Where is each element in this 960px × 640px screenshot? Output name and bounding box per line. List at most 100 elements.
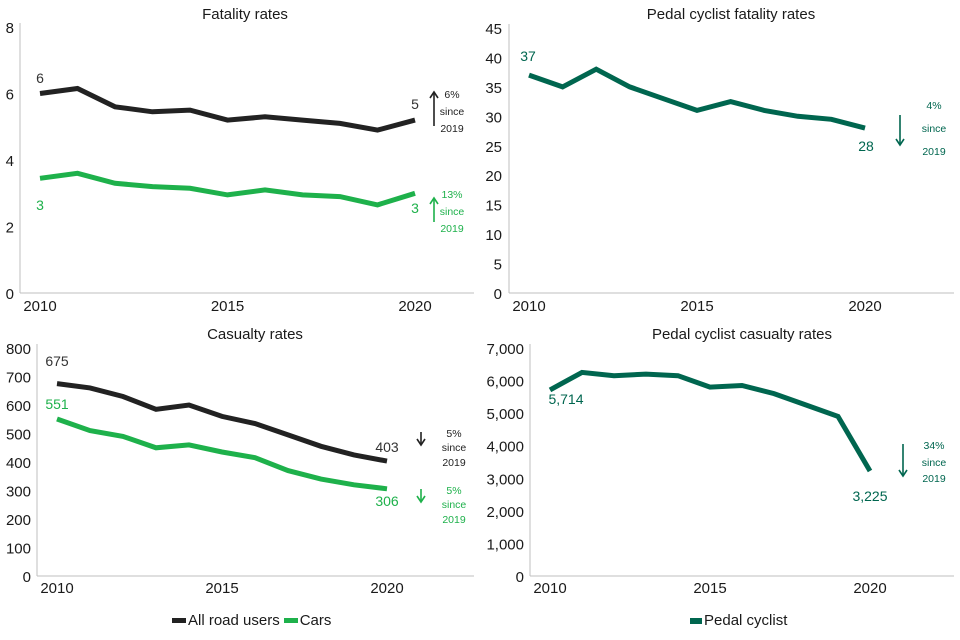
fatality-change-text-all-road-users: 2019 [440, 123, 464, 135]
legend-item-cars: Cars [283, 612, 332, 629]
fatality-change-text-all-road-users: since [440, 106, 465, 118]
fatality-x-tick-label: 2015 [211, 298, 244, 315]
fatality-end-label-all-road-users: 5 [411, 96, 419, 112]
cyclist-casualty-x-tick-label: 2015 [693, 580, 726, 597]
casualty-arrow-down-icon-all-road-users [416, 438, 426, 447]
fatality-x-tick-label: 2010 [23, 298, 56, 315]
cyclist-casualty-change-text-pedal-cyclist: 2019 [922, 473, 946, 485]
fatality-line-all-road-users [39, 85, 416, 133]
casualty-y-tick-label: 100 [6, 541, 31, 558]
casualty-change-text-cars: since [442, 499, 467, 511]
fatality-change-text-all-road-users: 6% [444, 89, 459, 101]
casualty-y-tick-label: 600 [6, 398, 31, 415]
cyclist-fatality-y-tick-label: 40 [485, 50, 502, 67]
fatality-x-tick-label: 2020 [398, 298, 431, 315]
casualty-start-label-all-road-users: 675 [45, 353, 69, 369]
legend-item-pedal-cyclist: Pedal cyclist [690, 612, 787, 629]
fatality-arrow-up-icon-cars [429, 196, 439, 205]
casualty-y-tick-label: 800 [6, 341, 31, 358]
cyclist-casualty-start-label-pedal-cyclist: 5,714 [548, 391, 583, 407]
cyclist-fatality-x-tick-label: 2020 [848, 298, 881, 315]
casualty-y-tick-label: 700 [6, 370, 31, 387]
legend-swatch-all-road-users [172, 618, 186, 623]
legend-swatch-pedal-cyclist [690, 617, 702, 624]
cyclist-fatality-title: Pedal cyclist fatality rates [647, 6, 815, 23]
cyclist-casualty-y-tick-label: 4,000 [486, 439, 524, 456]
casualty-change-text-all-road-users: since [442, 442, 467, 454]
fatality-end-label-cars: 3 [411, 200, 419, 216]
casualty-change-text-all-road-users: 2019 [442, 457, 466, 469]
cyclist-fatality-change-text-pedal-cyclist: 4% [926, 100, 941, 112]
cyclist-fatality-line-pedal-cyclist [528, 66, 866, 131]
cyclist-casualty-x-tick-label: 2020 [853, 580, 886, 597]
cyclist-fatality-y-tick-label: 45 [485, 21, 502, 38]
casualty-y-tick-label: 400 [6, 455, 31, 472]
fatality-y-tick-label: 8 [6, 20, 14, 37]
casualty-x-tick-label: 2020 [370, 580, 403, 597]
fatality-change-text-cars: 13% [441, 189, 462, 201]
cyclist-casualty-y-tick-label: 0 [516, 569, 524, 586]
cyclist-casualty-y-tick-label: 6,000 [486, 374, 524, 391]
cyclist-fatality-y-tick-label: 15 [485, 198, 502, 215]
cyclist-fatality-change-text-pedal-cyclist: 2019 [922, 146, 946, 158]
casualty-change-text-cars: 2019 [442, 514, 466, 526]
cyclist-fatality-end-label-pedal-cyclist: 28 [858, 138, 874, 154]
casualty-change-text-all-road-users: 5% [446, 428, 461, 440]
cyclist-fatality-y-tick-label: 25 [485, 139, 502, 156]
fatality-title: Fatality rates [202, 6, 288, 23]
legend-label-pedal-cyclist: Pedal cyclist [704, 612, 788, 629]
legend-label-cars: Cars [299, 612, 332, 629]
cyclist-casualty-change-text-pedal-cyclist: 34% [923, 440, 944, 452]
cyclist-casualty-x-tick-label: 2010 [533, 580, 566, 597]
cyclist-fatality-x-tick-label: 2010 [512, 298, 545, 315]
fatality-y-tick-label: 2 [6, 220, 14, 237]
casualty-line-cars [56, 416, 388, 492]
fatality-line-cars [39, 170, 416, 208]
cyclist-fatality-y-tick-label: 35 [485, 80, 502, 97]
fatality-y-tick-label: 6 [6, 87, 14, 104]
cyclist-casualty-line-pedal-cyclist [548, 369, 873, 473]
legend-label-all-road-users: All road users [188, 612, 280, 629]
cyclist-casualty-y-tick-label: 2,000 [486, 504, 524, 521]
casualty-end-label-all-road-users: 403 [375, 439, 399, 455]
cyclist-casualty-y-tick-label: 5,000 [486, 406, 524, 423]
cyclist-fatality-arrow-down-icon-pedal-cyclist [895, 138, 905, 147]
legend-right: Pedal cyclist [690, 612, 787, 629]
casualty-title: Casualty rates [207, 326, 303, 343]
fatality-change-text-cars: since [440, 206, 465, 218]
casualty-y-tick-label: 500 [6, 427, 31, 444]
cyclist-casualty-y-tick-label: 1,000 [486, 536, 524, 553]
fatality-arrow-up-icon-all-road-users [429, 90, 439, 99]
cyclist-fatality-y-tick-label: 5 [494, 257, 502, 274]
fatality-start-label-all-road-users: 6 [36, 70, 44, 86]
cyclist-fatality-change-text-pedal-cyclist: since [922, 123, 947, 135]
casualty-y-tick-label: 200 [6, 512, 31, 529]
casualty-x-tick-label: 2010 [40, 580, 73, 597]
cyclist-fatality-y-tick-label: 10 [485, 227, 502, 244]
cyclist-fatality-y-tick-label: 0 [494, 286, 502, 303]
cyclist-casualty-end-label-pedal-cyclist: 3,225 [852, 488, 887, 504]
cyclist-casualty-title: Pedal cyclist casualty rates [652, 326, 832, 343]
legend-item-all-road-users: All road users [172, 612, 280, 629]
casualty-y-tick-label: 0 [23, 569, 31, 586]
fatality-y-tick-label: 4 [6, 153, 14, 170]
fatality-change-text-cars: 2019 [440, 223, 464, 235]
cyclist-fatality-y-tick-label: 30 [485, 109, 502, 126]
fatality-start-label-cars: 3 [36, 197, 44, 213]
casualty-x-tick-label: 2015 [205, 580, 238, 597]
fatality-y-tick-label: 0 [6, 286, 14, 303]
cyclist-casualty-y-tick-label: 3,000 [486, 471, 524, 488]
casualty-start-label-cars: 551 [45, 396, 69, 412]
legend-swatch-cars [283, 618, 298, 623]
cyclist-casualty-change-text-pedal-cyclist: since [922, 457, 947, 469]
casualty-change-text-cars: 5% [446, 485, 461, 497]
legend-left: All road users Cars [172, 612, 331, 629]
cyclist-fatality-y-tick-label: 20 [485, 168, 502, 185]
cyclist-casualty-y-tick-label: 7,000 [486, 341, 524, 358]
casualty-arrow-down-icon-cars [416, 495, 426, 504]
cyclist-casualty-arrow-down-icon-pedal-cyclist [898, 469, 908, 478]
cyclist-fatality-start-label-pedal-cyclist: 37 [520, 48, 536, 64]
casualty-y-tick-label: 300 [6, 484, 31, 501]
casualty-end-label-cars: 306 [375, 493, 399, 509]
